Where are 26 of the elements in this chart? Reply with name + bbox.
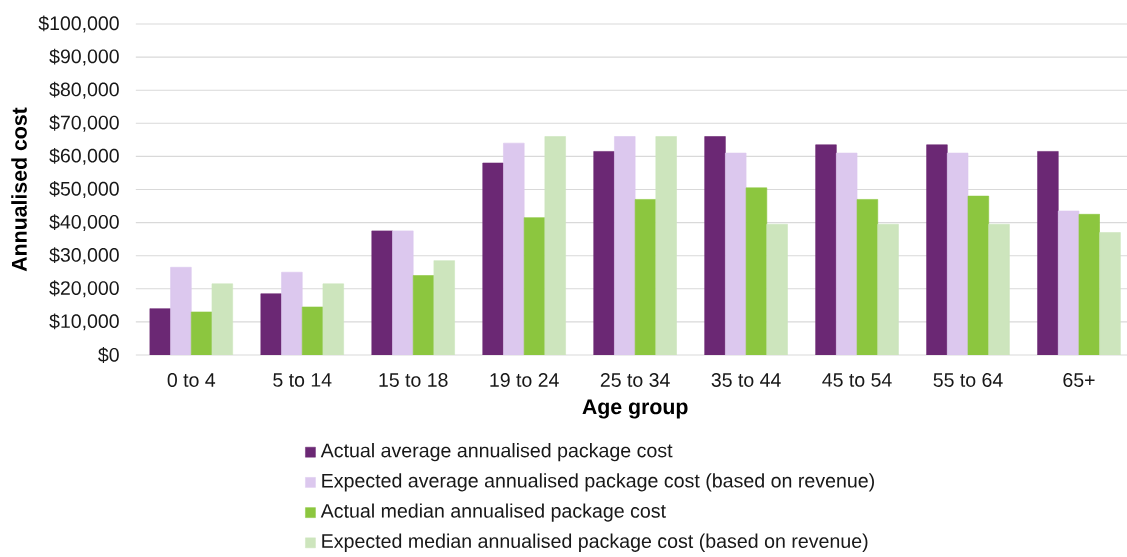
y-tick-label: $80,000 <box>49 81 119 99</box>
x-tick-label: 19 to 24 <box>490 373 559 387</box>
x-tick-label: 25 to 34 <box>600 373 670 387</box>
legend-label: Actual median annualised package cost <box>320 503 666 522</box>
x-tick-label: 5 to 14 <box>273 373 332 387</box>
x-axis-title: Age group <box>582 399 688 419</box>
y-tick-label: $50,000 <box>49 181 119 198</box>
x-tick-label: 45 to 54 <box>822 373 892 387</box>
y-tick-label: $100,000 <box>38 15 119 33</box>
legend-label: Expected average annualised package cost (based on revenue) <box>322 473 874 492</box>
x-tick-label: 15 to 18 <box>379 373 448 387</box>
y-tick-label: $70,000 <box>49 114 119 132</box>
x-tick-label: 65+ <box>1063 373 1095 387</box>
y-tick-label: $40,000 <box>49 214 119 232</box>
x-tick-label: 55 to 64 <box>933 373 1003 387</box>
y-tick-label: $10,000 <box>49 313 119 331</box>
y-tick-label: $30,000 <box>49 247 119 265</box>
y-tick-label: $60,000 <box>49 147 119 165</box>
y-tick-label: $90,000 <box>49 48 119 66</box>
y-axis-title: Annualised cost <box>11 107 27 272</box>
legend-label: Expected median annualised package cost (based on revenue) <box>322 533 868 552</box>
x-tick-label: 35 to 44 <box>711 373 781 387</box>
y-tick-label: $20,000 <box>49 280 119 298</box>
x-tick-label: 0 to 4 <box>167 373 216 387</box>
legend-label: Actual average annualised package cost <box>320 443 673 462</box>
y-tick-label: $0 <box>98 347 119 363</box>
